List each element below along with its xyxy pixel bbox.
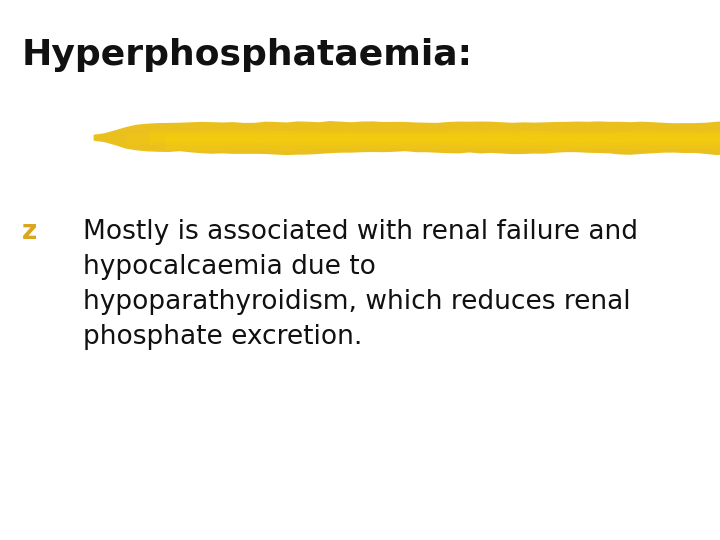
Polygon shape (148, 130, 720, 143)
Polygon shape (127, 131, 720, 146)
Polygon shape (165, 133, 720, 150)
Text: Mostly is associated with renal failure and
hypocalcaemia due to
hypoparathyroid: Mostly is associated with renal failure … (83, 219, 638, 350)
Text: z: z (22, 219, 37, 245)
Text: Hyperphosphataemia:: Hyperphosphataemia: (22, 38, 472, 72)
Polygon shape (150, 131, 720, 143)
Polygon shape (94, 121, 720, 155)
